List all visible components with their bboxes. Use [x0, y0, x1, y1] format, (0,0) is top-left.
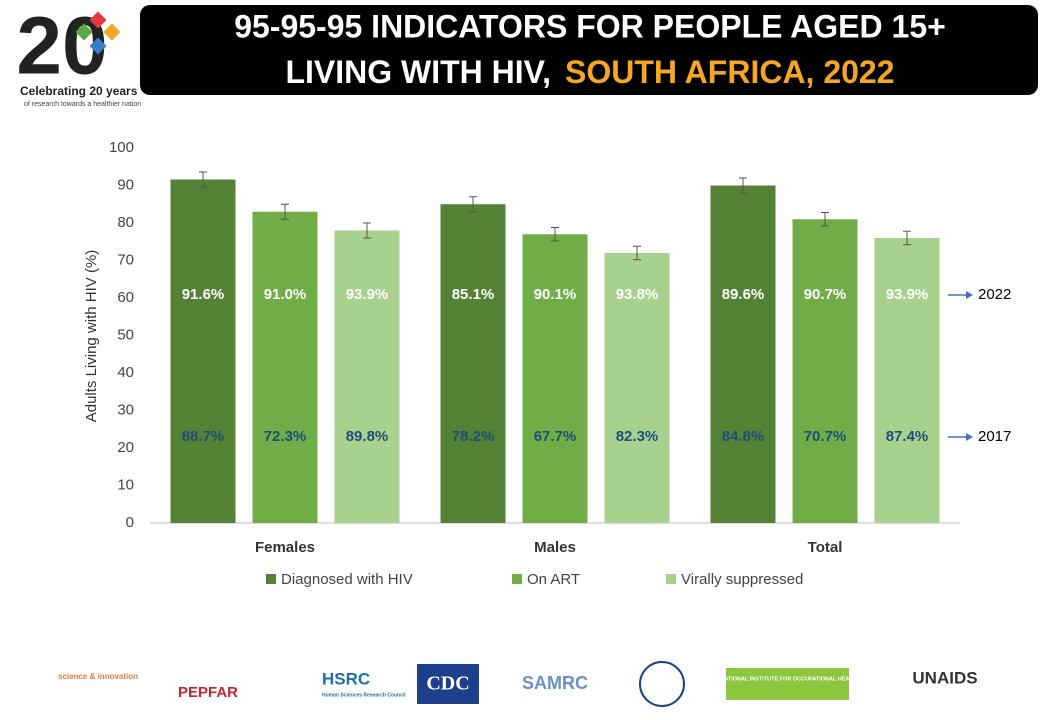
footer-logo: NATIONAL INSTITUTE FOR OCCUPATIONAL HEAL…	[720, 676, 859, 682]
inner-label: 72.3%	[264, 428, 307, 445]
inner-label: 91.0%	[264, 286, 307, 303]
bar	[170, 179, 236, 523]
error-bar	[363, 222, 371, 239]
bar	[334, 230, 400, 523]
logo-box	[726, 668, 849, 700]
y-tick-label: 50	[117, 326, 134, 343]
legend-swatch	[512, 574, 522, 584]
inner-label: 89.6%	[722, 286, 765, 303]
row-label: 2017	[978, 428, 1011, 445]
logo-tagline: of research towards a healthier nation	[24, 101, 141, 108]
logo-shape	[89, 11, 107, 29]
logo-shape	[639, 661, 685, 707]
title-line: 95-95-95 INDICATORS FOR PEOPLE AGED 15+	[234, 8, 946, 44]
error-bar	[903, 230, 911, 246]
y-tick-label: 80	[117, 214, 134, 231]
y-tick-label: 20	[117, 439, 134, 456]
inner-label: 78.2%	[452, 428, 495, 445]
inner-label: 91.6%	[182, 286, 225, 303]
y-tick-label: 0	[126, 514, 134, 531]
y-tick-label: 40	[117, 364, 134, 381]
y-tick-label: 30	[117, 401, 134, 418]
y-tick-label: 90	[117, 176, 134, 193]
footer-logo: CDC	[426, 673, 469, 695]
inner-label: 87.4%	[886, 428, 929, 445]
footer-logo: Human Sciences Research Council	[322, 692, 406, 698]
legend-label: On ART	[527, 571, 580, 588]
inner-label: 84.8%	[722, 428, 765, 445]
inner-label: 88.7%	[182, 428, 225, 445]
logo-caption: Celebrating 20 years	[20, 84, 138, 98]
x-tick-label: Females	[255, 539, 315, 556]
title-highlight: SOUTH AFRICA, 2022	[565, 54, 895, 90]
y-tick-label: 60	[117, 289, 134, 306]
logo-shape	[89, 37, 107, 55]
y-tick-label: 70	[117, 251, 134, 268]
error-bar	[551, 227, 559, 242]
bar	[604, 253, 670, 523]
error-bar	[469, 196, 477, 213]
footer-logo: SAMRC	[522, 673, 588, 693]
inner-label: 67.7%	[534, 428, 577, 445]
bar	[440, 204, 506, 523]
inner-label: 93.9%	[346, 286, 389, 303]
legend-swatch	[666, 574, 676, 584]
inner-label: 90.1%	[534, 286, 577, 303]
footer: science & innovation PEPFAR HSRC Human S…	[58, 661, 978, 707]
legend-label: Virally suppressed	[681, 571, 803, 588]
bar	[792, 219, 858, 523]
y-axis-title: Adults Living with HIV (%)	[83, 250, 100, 423]
bar	[874, 238, 940, 523]
legend-swatch	[266, 574, 276, 584]
footer-logo: science & innovation	[58, 672, 138, 681]
header-banner	[140, 5, 1038, 95]
logo-shape	[75, 23, 93, 41]
footer-logo: UNAIDS	[912, 668, 977, 687]
inner-label: 93.8%	[616, 286, 659, 303]
y-tick-label: 10	[117, 476, 134, 493]
legend-label: Diagnosed with HIV	[281, 571, 413, 588]
arrow-head	[966, 291, 973, 299]
logo-box	[417, 664, 479, 704]
bar	[522, 234, 588, 523]
inner-label: 82.3%	[616, 428, 659, 445]
error-bar	[199, 171, 207, 188]
title-part: LIVING WITH HIV,	[285, 54, 551, 90]
inner-label: 90.7%	[804, 286, 847, 303]
inner-label: 85.1%	[452, 286, 495, 303]
footer-logo: PEPFAR	[178, 684, 238, 701]
bar	[252, 211, 318, 523]
error-bar	[281, 203, 289, 220]
footer-logo: HSRC	[322, 669, 370, 688]
inner-label: 89.8%	[346, 428, 389, 445]
title-line: LIVING WITH HIV, SOUTH AFRICA, 2022	[285, 54, 894, 90]
inner-label: 70.7%	[804, 428, 847, 445]
error-bar	[739, 177, 747, 194]
error-bar	[633, 245, 641, 261]
error-bar	[821, 212, 829, 227]
arrow-head	[966, 433, 973, 441]
logo: 20 Celebrating 20 years of research towa…	[16, 1, 141, 108]
logo-shape	[103, 23, 121, 41]
inner-label: 93.9%	[886, 286, 929, 303]
x-tick-label: Males	[534, 539, 576, 556]
row-label: 2022	[978, 286, 1011, 303]
x-tick-label: Total	[808, 539, 843, 556]
bar	[710, 185, 776, 523]
y-tick-label: 100	[109, 139, 134, 156]
